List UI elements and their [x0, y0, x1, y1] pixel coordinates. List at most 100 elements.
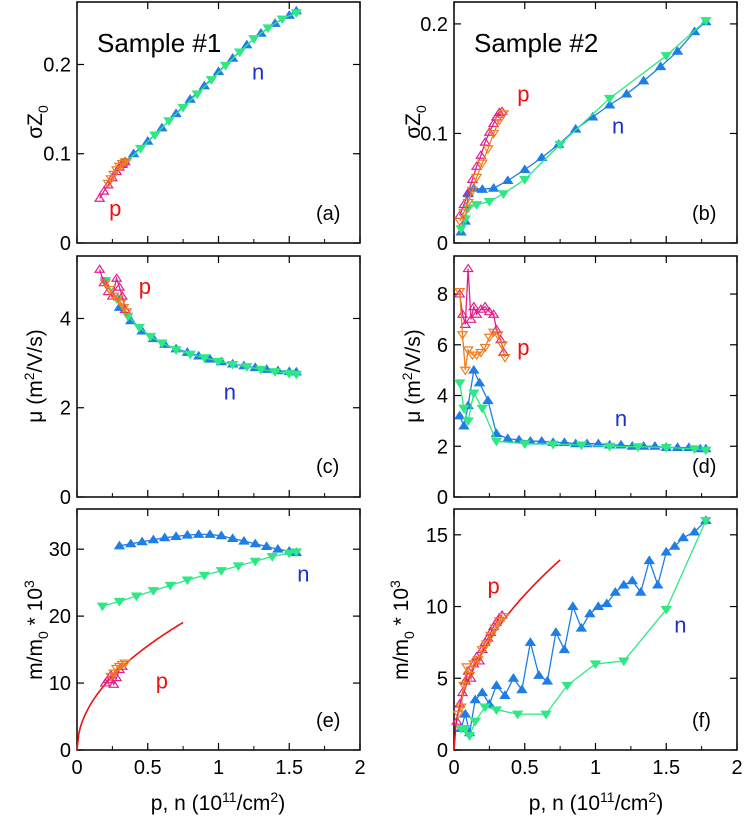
xlabel-f-end: /cm: [615, 792, 649, 815]
panel-a-point: [149, 131, 161, 141]
panel-d-series-p-down: [453, 288, 511, 376]
panel-c-series-line: [104, 280, 297, 375]
panel-f-point: [455, 703, 467, 713]
panel-f-point: [635, 586, 647, 596]
panel-d-point: [468, 301, 480, 311]
panel-b-point: [483, 127, 496, 136]
panel-b-ytick-label: 0.2: [420, 14, 448, 36]
panel-d-point: [649, 441, 661, 450]
panel-b-point: [637, 75, 650, 85]
panel-e-point: [272, 543, 284, 553]
panel-c-series-line: [98, 269, 126, 310]
panel-f-ytick-label: 15: [426, 525, 448, 547]
panel-f-point: [524, 637, 537, 646]
panel-b-point: [482, 145, 494, 155]
ylabel-e-sup: 3: [21, 580, 37, 588]
panel-f-label-p: p: [487, 574, 499, 599]
panel-b-label-p: p: [517, 82, 529, 107]
panel-c-tag: (c): [316, 456, 339, 478]
panel-c-label-p: p: [139, 274, 151, 299]
panel-d-point: [492, 331, 504, 340]
panel-c-point: [241, 363, 253, 372]
panel-d-series-line: [459, 382, 706, 451]
xlabel-e-end: /cm: [237, 792, 271, 815]
panel-b-ytick-label: 0: [437, 233, 448, 255]
xlabel-e: p, n (1011/cm2): [151, 789, 285, 815]
panel-b-ticks: 0 0.1 0.2: [420, 2, 738, 255]
panel-f-point: [459, 724, 472, 734]
ylabel-c: μ (m2/V/s): [21, 329, 47, 422]
panel-b-point: [470, 173, 483, 183]
panel-c-plot: pn: [93, 264, 303, 405]
panel-d-point: [468, 389, 480, 399]
panel-c-point: [133, 323, 145, 333]
panel-b-point: [470, 201, 483, 210]
xlabel-e-sup: 11: [222, 789, 237, 805]
panel-e-point: [130, 592, 143, 602]
panel-d-ytick-label: 6: [437, 335, 448, 357]
panel-e-xtick-label: 0.5: [134, 757, 162, 779]
panel-d-point: [558, 437, 571, 446]
panel-b-ytick-label: 0.1: [420, 123, 448, 145]
panel-f-point: [567, 601, 579, 611]
panel-d-point: [632, 443, 644, 453]
panel-d-point: [465, 314, 477, 323]
panel-b-point: [487, 182, 500, 192]
panel-d-point: [458, 420, 470, 430]
panel-e-point: [113, 540, 126, 550]
panel-c-series-p-down: [99, 279, 133, 318]
ylabel-b-main: σZ: [402, 113, 425, 139]
panel-b-point: [483, 197, 496, 207]
panel-b-point: [519, 175, 531, 185]
panel-b-series-line: [459, 110, 503, 216]
panel-f-point: [575, 622, 588, 632]
panel-d-point: [479, 301, 491, 311]
panel-a-point: [191, 90, 203, 100]
panel-c-point: [156, 339, 168, 349]
panel-d-point: [462, 263, 474, 273]
panel-f-point: [618, 579, 630, 589]
panel-f-tag: (f): [692, 710, 711, 732]
panel-a-point: [119, 158, 131, 168]
panel-a-point: [142, 136, 154, 145]
panel-d-point: [482, 395, 494, 405]
panel-e-point: [238, 535, 250, 545]
panel-f-point: [550, 627, 562, 636]
panel-f-point: [540, 710, 552, 720]
panel-f-point: [584, 608, 596, 618]
panel-d-point: [470, 309, 483, 318]
xlabel-f-main: p, n (10: [529, 792, 600, 815]
panel-f-point: [589, 660, 602, 670]
ylabel-f-sup: 3: [387, 580, 403, 588]
panel-e-point: [215, 567, 228, 576]
panel-d-point: [468, 364, 480, 374]
panel-b-point: [554, 140, 566, 150]
panel-c-point: [184, 350, 196, 360]
panel-f-point: [660, 605, 672, 615]
panel-a-point: [170, 108, 182, 118]
panel-c-point: [269, 368, 281, 377]
panel-b-point: [497, 190, 510, 199]
panel-c-point: [255, 365, 267, 375]
panel-a-point: [248, 35, 260, 44]
panel-d-point: [476, 404, 489, 414]
panel-b-point: [458, 208, 470, 218]
panel-a-label-n: n: [252, 60, 264, 85]
panel-a-ticks: 0 0.1 0.2: [43, 2, 361, 255]
panel-d-point: [453, 379, 466, 389]
panel-f-point: [609, 586, 622, 596]
panel-f-point: [541, 675, 554, 685]
panel-b-point: [476, 159, 489, 169]
panel-f-point: [677, 532, 689, 542]
panel-c-ytick-label: 4: [60, 308, 71, 330]
panel-d-point: [487, 309, 500, 318]
panel-b-point: [502, 175, 514, 185]
xlabel-f-close: ): [656, 792, 663, 815]
panel-d-point: [496, 341, 508, 351]
panel-f-ytick-label: 0: [437, 740, 448, 762]
panel-f-point: [463, 732, 476, 741]
panel-d-point: [458, 404, 470, 414]
panel-e-point: [170, 531, 182, 540]
panel-f-xtick-label: 1: [590, 757, 601, 779]
